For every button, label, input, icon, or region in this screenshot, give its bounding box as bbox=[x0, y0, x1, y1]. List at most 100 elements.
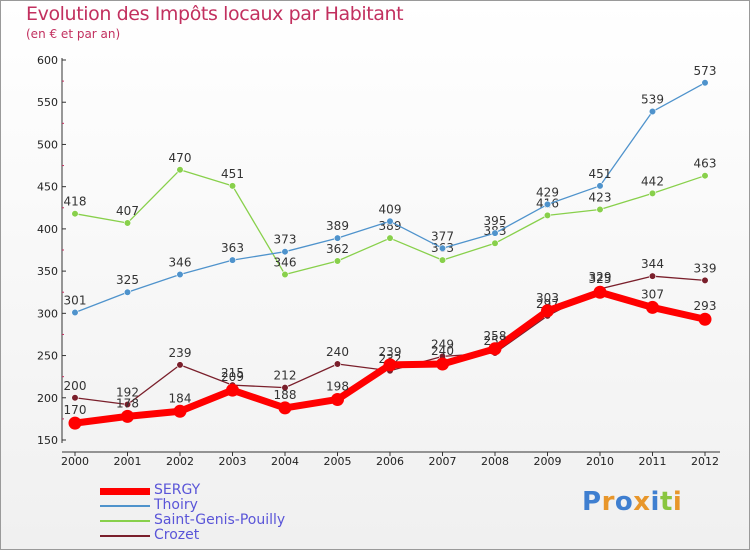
data-point bbox=[278, 401, 292, 415]
data-point bbox=[333, 234, 342, 242]
data-point bbox=[68, 416, 82, 430]
data-point bbox=[281, 384, 289, 392]
data-point bbox=[648, 272, 657, 280]
data-point bbox=[176, 166, 184, 174]
data-point bbox=[596, 205, 604, 214]
x-tick-label: 2007 bbox=[429, 455, 457, 468]
data-label: 209 bbox=[221, 370, 244, 384]
data-label: 307 bbox=[641, 287, 664, 301]
data-label: 409 bbox=[379, 202, 402, 216]
data-point bbox=[438, 256, 447, 264]
data-point bbox=[176, 361, 184, 369]
chart-title: Evolution des Impôts locaux par Habitant bbox=[26, 3, 404, 25]
data-label: 188 bbox=[274, 388, 297, 402]
legend-swatch bbox=[100, 535, 150, 537]
y-tick-label: 600 bbox=[37, 54, 58, 67]
data-label: 418 bbox=[64, 195, 87, 209]
data-point bbox=[648, 107, 657, 116]
data-point bbox=[543, 200, 552, 208]
data-point bbox=[438, 244, 447, 252]
data-label: 184 bbox=[169, 391, 192, 405]
y-tick-label: 200 bbox=[37, 392, 58, 405]
proxiti-logo: Proxiti bbox=[582, 487, 683, 517]
x-tick-label: 2009 bbox=[534, 455, 562, 468]
data-label: 198 bbox=[326, 379, 349, 393]
data-label: 239 bbox=[169, 346, 192, 360]
data-label: 377 bbox=[431, 229, 454, 243]
data-label: 303 bbox=[536, 291, 559, 305]
y-tick-label: 350 bbox=[37, 265, 58, 278]
x-tick-label: 2008 bbox=[481, 455, 509, 468]
data-label: 192 bbox=[116, 386, 139, 400]
data-point bbox=[71, 308, 79, 317]
data-label: 346 bbox=[169, 255, 192, 269]
data-label: 451 bbox=[589, 167, 612, 181]
x-tick-label: 2000 bbox=[61, 455, 89, 468]
data-label: 423 bbox=[589, 190, 612, 204]
data-label: 463 bbox=[694, 157, 717, 171]
data-label: 170 bbox=[64, 403, 87, 417]
x-tick-label: 2002 bbox=[166, 455, 194, 468]
data-point bbox=[436, 357, 449, 371]
data-point bbox=[281, 248, 289, 256]
data-label: 442 bbox=[641, 174, 664, 188]
x-tick-label: 2010 bbox=[586, 455, 614, 468]
data-point bbox=[491, 239, 499, 247]
data-label: 346 bbox=[274, 255, 297, 269]
data-label: 240 bbox=[326, 345, 349, 359]
y-tick-label: 250 bbox=[37, 350, 58, 363]
data-label: 362 bbox=[326, 242, 349, 256]
data-label: 325 bbox=[589, 272, 612, 286]
x-tick-label: 2006 bbox=[376, 455, 404, 468]
y-tick-label: 300 bbox=[37, 307, 58, 320]
data-point bbox=[333, 360, 342, 368]
data-label: 325 bbox=[116, 273, 139, 287]
data-label: 200 bbox=[64, 379, 87, 393]
data-point bbox=[648, 189, 657, 198]
data-point bbox=[701, 276, 709, 285]
data-label: 373 bbox=[274, 233, 297, 247]
data-point bbox=[226, 383, 239, 397]
y-tick-label: 550 bbox=[37, 96, 58, 109]
data-point bbox=[123, 400, 132, 409]
y-tick-label: 150 bbox=[37, 434, 58, 447]
y-tick-label: 500 bbox=[37, 138, 58, 151]
data-point bbox=[646, 300, 659, 314]
data-point bbox=[383, 358, 397, 372]
legend-label: Crozet bbox=[154, 527, 200, 543]
data-label: 451 bbox=[221, 167, 244, 181]
data-point bbox=[386, 234, 394, 242]
x-tick-label: 2003 bbox=[219, 455, 247, 468]
data-label: 339 bbox=[694, 261, 717, 275]
legend-label: Thoiry bbox=[154, 497, 198, 513]
data-point bbox=[123, 288, 132, 296]
data-point bbox=[491, 229, 499, 237]
y-tick-label: 400 bbox=[37, 223, 58, 236]
data-label: 240 bbox=[431, 344, 454, 358]
x-tick-label: 2005 bbox=[324, 455, 352, 468]
data-label: 363 bbox=[221, 241, 244, 255]
data-point bbox=[228, 182, 237, 190]
data-label: 395 bbox=[484, 214, 507, 228]
data-point bbox=[488, 342, 502, 356]
data-point bbox=[701, 172, 709, 180]
data-label: 470 bbox=[169, 151, 192, 165]
data-label: 407 bbox=[116, 204, 139, 218]
data-label: 239 bbox=[379, 345, 402, 359]
data-point bbox=[596, 182, 604, 190]
data-point bbox=[543, 211, 552, 219]
legend-swatch bbox=[100, 487, 150, 495]
data-point bbox=[173, 404, 187, 418]
data-label: 389 bbox=[326, 219, 349, 233]
data-label: 178 bbox=[116, 396, 139, 410]
data-point bbox=[698, 312, 712, 326]
legend-label: SERGY bbox=[154, 482, 201, 498]
data-label: 293 bbox=[694, 299, 717, 313]
data-label: 212 bbox=[274, 369, 297, 383]
data-label: 573 bbox=[694, 64, 717, 78]
data-point bbox=[123, 219, 132, 227]
data-point bbox=[386, 217, 394, 225]
legend-swatch bbox=[100, 520, 150, 522]
legend-label: Saint-Genis-Pouilly bbox=[154, 512, 286, 528]
